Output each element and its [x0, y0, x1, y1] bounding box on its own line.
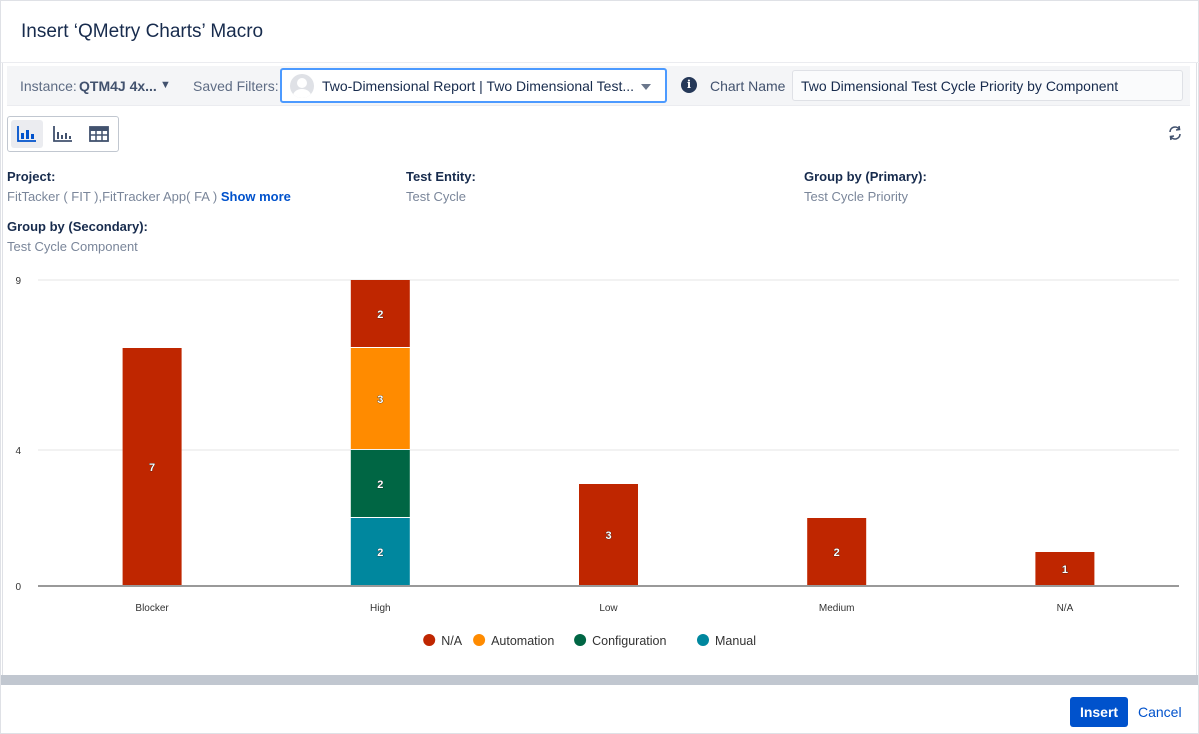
x-tick-label: N/A: [1057, 603, 1074, 614]
test-entity-label: Test Entity:: [406, 169, 476, 184]
data-label: 2: [377, 309, 383, 321]
instance-label: Instance:: [20, 78, 77, 94]
bar-segment[interactable]: [350, 348, 410, 449]
y-tick-label: 4: [15, 446, 21, 457]
show-more-link[interactable]: Show more: [220, 189, 291, 204]
group-primary-label: Group by (Primary):: [804, 169, 927, 184]
x-tick-label: High: [370, 603, 391, 614]
saved-filters-label: Saved Filters:: [193, 78, 279, 94]
table-icon: [89, 126, 109, 142]
bar-segment[interactable]: [350, 518, 410, 585]
legend-label[interactable]: Manual: [715, 634, 756, 648]
data-label: 1: [1062, 564, 1068, 576]
group-secondary-value: Test Cycle Component: [7, 239, 138, 254]
instance-select[interactable]: QTM4J 4x...: [79, 78, 157, 94]
stacked-bar-chart-icon: [17, 126, 36, 142]
x-tick-label: Blocker: [135, 603, 169, 614]
y-tick-label: 9: [15, 276, 21, 287]
test-entity-value: Test Cycle: [406, 189, 466, 204]
data-label: 3: [377, 394, 383, 406]
chart-view-toggle: [7, 116, 119, 152]
saved-filter-select[interactable]: Two-Dimensional Report | Two Dimensional…: [280, 68, 667, 103]
legend-marker[interactable]: [697, 634, 709, 646]
legend-marker[interactable]: [473, 634, 486, 646]
project-value: FitTacker ( FIT ),FitTracker App( FA ): [7, 189, 218, 204]
bar-segment[interactable]: [350, 450, 410, 517]
legend-label[interactable]: Automation: [491, 634, 554, 648]
chart-name-input[interactable]: [792, 70, 1183, 101]
stacked-bar-chart: 0 4 9 7 Blocker 2 2 3 2 High 3 Low 2 Medium 1 N/A N/A Aut…: [15, 276, 1179, 648]
bar-segment[interactable]: [1035, 552, 1095, 585]
project-label: Project:: [7, 169, 56, 184]
data-label: 2: [377, 547, 383, 559]
project-value-line: FitTacker ( FIT ),FitTracker App( FA ) S…: [7, 189, 291, 204]
dialog-header: Insert ‘QMetry Charts’ Macro: [1, 1, 1199, 63]
dialog-title: Insert ‘QMetry Charts’ Macro: [21, 21, 264, 42]
caret-down-icon: [641, 84, 651, 90]
cancel-button[interactable]: Cancel: [1138, 704, 1182, 720]
y-tick-label: 0: [15, 582, 21, 593]
stacked-bar-chart-button[interactable]: [11, 120, 43, 148]
chevron-down-icon[interactable]: ▼: [160, 79, 171, 91]
data-label: 7: [149, 462, 155, 474]
avatar: [290, 74, 314, 98]
refresh-icon[interactable]: [1167, 125, 1183, 141]
bar-segment[interactable]: [350, 280, 410, 347]
bar-segment[interactable]: [579, 484, 638, 585]
legend-label[interactable]: Configuration: [592, 634, 666, 648]
bar-segment[interactable]: [807, 518, 867, 585]
data-label: 2: [834, 547, 840, 559]
legend-marker[interactable]: [574, 634, 587, 646]
data-label: 3: [605, 530, 611, 542]
insert-button[interactable]: Insert: [1070, 697, 1128, 727]
x-tick-label: Low: [599, 603, 618, 614]
table-view-button[interactable]: [83, 120, 115, 148]
bar-chart-button[interactable]: [47, 120, 79, 148]
x-tick-label: Medium: [819, 603, 855, 614]
group-primary-value: Test Cycle Priority: [804, 189, 909, 204]
horizontal-scrollbar[interactable]: [1, 675, 1198, 685]
group-secondary-label: Group by (Secondary):: [7, 219, 148, 234]
info-icon[interactable]: i: [681, 77, 697, 93]
chart-name-label: Chart Name: [710, 78, 786, 94]
data-label: 2: [377, 479, 383, 491]
bar-chart-icon: [53, 126, 72, 142]
saved-filter-value: Two-Dimensional Report | Two Dimensional…: [322, 78, 635, 94]
legend-marker[interactable]: [423, 634, 436, 646]
bar-segment[interactable]: [122, 348, 182, 585]
legend-label[interactable]: N/A: [441, 634, 463, 648]
